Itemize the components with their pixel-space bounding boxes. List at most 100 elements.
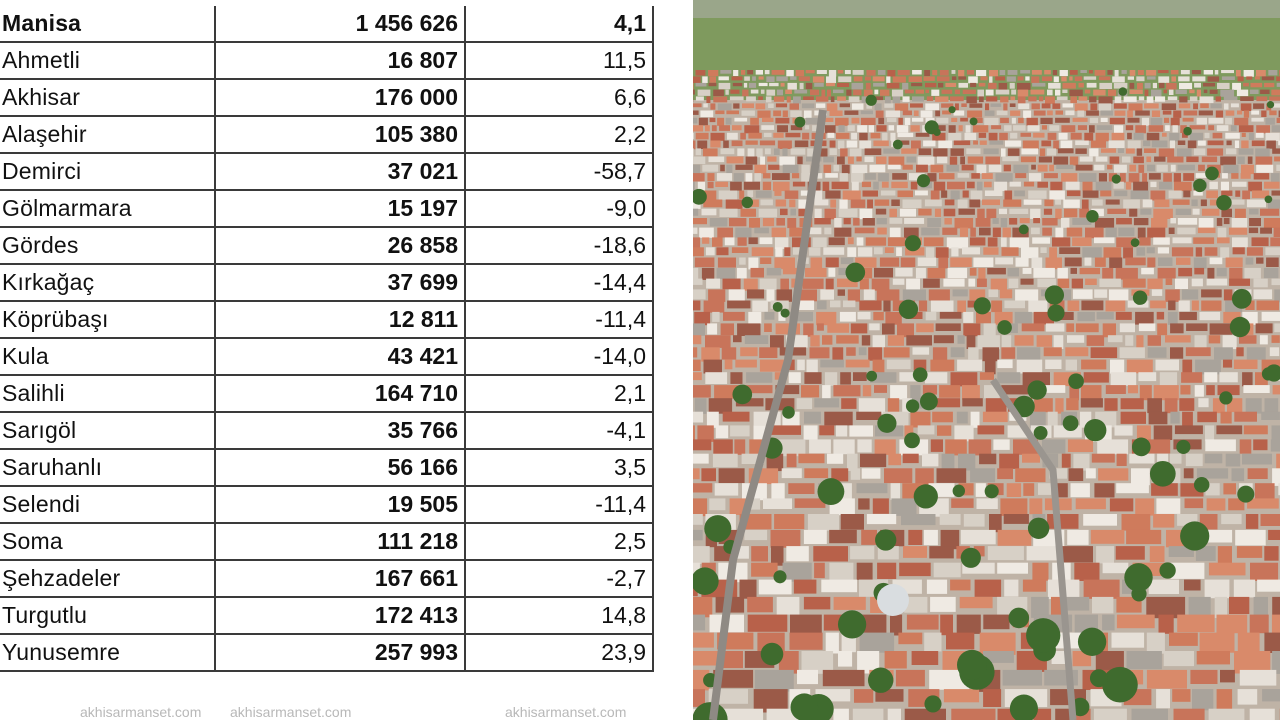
building bbox=[1089, 96, 1097, 103]
building bbox=[879, 257, 900, 267]
building bbox=[1057, 278, 1070, 289]
tree bbox=[1132, 290, 1148, 305]
tree bbox=[1180, 521, 1210, 551]
building bbox=[904, 89, 914, 94]
building bbox=[693, 323, 705, 336]
growth-rate: -11,4 bbox=[464, 485, 654, 524]
building bbox=[816, 103, 826, 108]
building bbox=[1250, 82, 1263, 88]
building bbox=[727, 300, 751, 309]
building bbox=[972, 125, 989, 133]
building bbox=[926, 96, 934, 101]
building bbox=[1234, 411, 1257, 422]
building bbox=[1015, 289, 1039, 301]
building bbox=[1175, 89, 1187, 94]
building bbox=[1178, 300, 1190, 312]
building bbox=[1278, 483, 1280, 496]
building bbox=[814, 218, 831, 225]
building bbox=[910, 411, 931, 428]
building bbox=[933, 148, 948, 157]
building bbox=[918, 148, 932, 155]
building bbox=[715, 181, 728, 187]
building bbox=[951, 708, 996, 720]
building bbox=[858, 347, 867, 356]
building bbox=[851, 181, 859, 192]
building bbox=[1110, 359, 1125, 374]
building bbox=[872, 76, 885, 82]
building bbox=[1193, 237, 1215, 244]
building bbox=[959, 596, 993, 609]
building bbox=[812, 76, 825, 83]
building bbox=[1147, 347, 1167, 358]
growth-rate: -58,7 bbox=[464, 152, 654, 191]
building bbox=[1121, 70, 1127, 74]
building bbox=[1115, 311, 1132, 320]
building bbox=[1278, 110, 1280, 118]
building bbox=[743, 82, 748, 88]
building bbox=[1255, 148, 1270, 157]
watermark-strip: akhisarmanset.com akhisarmanset.com akhi… bbox=[0, 704, 693, 720]
building bbox=[870, 372, 897, 383]
building bbox=[913, 359, 927, 371]
building bbox=[1206, 190, 1218, 199]
building bbox=[1208, 335, 1221, 344]
building bbox=[989, 514, 1002, 533]
building bbox=[1065, 110, 1075, 116]
building bbox=[887, 398, 900, 413]
tree bbox=[912, 367, 928, 383]
building bbox=[1098, 103, 1111, 111]
building bbox=[1114, 96, 1122, 103]
building bbox=[1125, 125, 1134, 131]
building bbox=[1208, 708, 1245, 720]
building bbox=[846, 140, 858, 148]
building bbox=[889, 208, 897, 218]
building bbox=[787, 359, 795, 371]
building bbox=[940, 614, 953, 636]
building bbox=[1079, 267, 1100, 275]
building bbox=[956, 411, 968, 424]
building bbox=[766, 708, 803, 720]
building bbox=[827, 323, 850, 333]
building bbox=[801, 173, 812, 182]
building bbox=[743, 181, 760, 190]
building bbox=[816, 70, 827, 74]
building bbox=[1241, 132, 1246, 137]
tree bbox=[1131, 437, 1151, 457]
building bbox=[1253, 289, 1273, 300]
building bbox=[1233, 579, 1256, 598]
building bbox=[1144, 82, 1151, 89]
building bbox=[1065, 596, 1090, 611]
building bbox=[803, 323, 814, 337]
building bbox=[1091, 208, 1104, 217]
building bbox=[934, 208, 941, 217]
building bbox=[1093, 708, 1127, 720]
building bbox=[1115, 546, 1145, 560]
building bbox=[780, 208, 788, 216]
district-name: Yunusemre bbox=[0, 633, 216, 672]
building bbox=[1105, 227, 1117, 238]
building bbox=[966, 70, 975, 75]
building bbox=[854, 689, 874, 703]
building bbox=[804, 468, 829, 479]
building bbox=[695, 96, 704, 101]
building bbox=[1074, 562, 1100, 581]
building bbox=[859, 140, 872, 149]
building bbox=[1238, 148, 1254, 155]
building bbox=[1125, 148, 1135, 154]
building bbox=[702, 237, 710, 244]
building bbox=[1007, 267, 1019, 277]
building bbox=[1059, 70, 1068, 77]
building bbox=[784, 190, 799, 199]
building bbox=[1015, 173, 1027, 179]
building bbox=[733, 70, 739, 76]
building bbox=[739, 579, 757, 599]
building bbox=[887, 70, 896, 77]
building bbox=[1236, 89, 1249, 97]
building bbox=[1041, 439, 1066, 454]
building bbox=[856, 483, 888, 494]
building bbox=[870, 132, 881, 139]
table-row: Gördes 26 858 -18,6 bbox=[0, 226, 654, 265]
building bbox=[883, 347, 910, 358]
building bbox=[942, 110, 951, 115]
building bbox=[1078, 82, 1084, 88]
